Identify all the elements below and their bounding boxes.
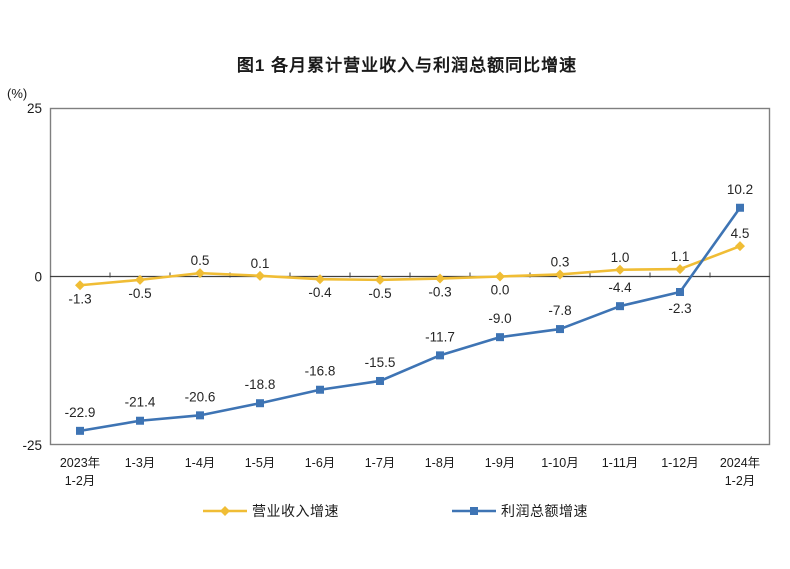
legend-marker-diamond-icon (203, 506, 247, 516)
data-label: -16.8 (305, 364, 336, 379)
marker-square (496, 333, 504, 342)
x-axis-label: 1-7月 (365, 456, 396, 470)
marker-diamond (255, 270, 265, 281)
marker-diamond (675, 264, 685, 275)
y-axis-unit-label: (%) (7, 86, 28, 101)
marker-diamond (195, 268, 205, 279)
y-tick-label: 25 (27, 101, 42, 116)
data-label: -1.3 (68, 291, 91, 306)
marker-diamond (615, 264, 625, 275)
x-axis-label: 1-12月 (661, 456, 699, 470)
chart-legend: 营业收入增速 利润总额增速 (0, 501, 790, 521)
x-axis-label: 1-9月 (485, 456, 516, 470)
data-label: 0.5 (191, 253, 210, 268)
x-axis-label: 1-10月 (541, 456, 579, 470)
chart-title: 图1 各月累计营业收入与利润总额同比增速 (236, 56, 578, 75)
marker-square (556, 325, 564, 334)
series-line-1 (78, 206, 742, 433)
data-label: -9.0 (488, 311, 511, 326)
data-label: -0.5 (368, 286, 391, 301)
data-label: -20.6 (185, 389, 216, 404)
x-axis-label: 1-11月 (602, 456, 639, 470)
marker-diamond (735, 241, 745, 252)
x-axis-label: 2023年 1-2月 (60, 456, 100, 488)
data-label: -0.4 (308, 285, 332, 300)
legend-item-1: 利润总额增速 (451, 501, 588, 521)
marker-diamond (435, 273, 445, 284)
x-axis-label: 2024年 1-2月 (720, 456, 760, 488)
marker-diamond (555, 269, 565, 280)
data-label: -15.5 (365, 355, 396, 370)
marker-square (196, 411, 204, 420)
x-axis-label: 1-5月 (245, 456, 276, 470)
marker-diamond (315, 274, 325, 285)
marker-square (616, 302, 624, 311)
data-label: -18.8 (245, 377, 276, 392)
marker-square (136, 416, 144, 425)
marker-diamond (75, 280, 85, 291)
data-label: 1.1 (671, 249, 690, 264)
marker-square (256, 399, 264, 408)
series-line-0 (78, 244, 742, 287)
data-label: 10.2 (727, 182, 753, 197)
x-axis-label: 1-4月 (185, 456, 216, 470)
marker-diamond (135, 274, 145, 285)
marker-diamond (375, 274, 385, 285)
data-label: -0.5 (128, 286, 151, 301)
x-axis-label: 1-6月 (305, 456, 336, 470)
marker-square (316, 385, 324, 394)
data-label: 0.1 (251, 256, 270, 271)
data-label: -7.8 (548, 303, 571, 318)
data-label: 4.5 (731, 226, 750, 241)
x-axis-label: 1-8月 (425, 456, 456, 470)
marker-square (376, 376, 384, 385)
marker-square (676, 288, 684, 297)
legend-label-1: 利润总额增速 (501, 503, 588, 519)
data-label: 0.0 (491, 283, 510, 298)
data-label: -2.3 (668, 301, 691, 316)
marker-square (76, 426, 84, 435)
data-label: -21.4 (125, 395, 156, 410)
data-label: -0.3 (428, 285, 451, 300)
marker-diamond (495, 271, 505, 282)
data-label: 1.0 (611, 250, 630, 265)
legend-item-0: 营业收入增速 (202, 501, 339, 521)
legend-marker-square-icon (452, 507, 496, 515)
data-label: -22.9 (65, 405, 96, 420)
legend-label-0: 营业收入增速 (252, 503, 339, 519)
data-label: -4.4 (608, 280, 632, 295)
marker-square (736, 203, 744, 212)
y-tick-label: -25 (22, 438, 42, 453)
data-label: -11.7 (425, 329, 455, 344)
y-tick-label: 0 (34, 270, 42, 285)
marker-square (436, 351, 444, 360)
data-label: 0.3 (551, 254, 570, 269)
x-axis-label: 1-3月 (125, 456, 156, 470)
